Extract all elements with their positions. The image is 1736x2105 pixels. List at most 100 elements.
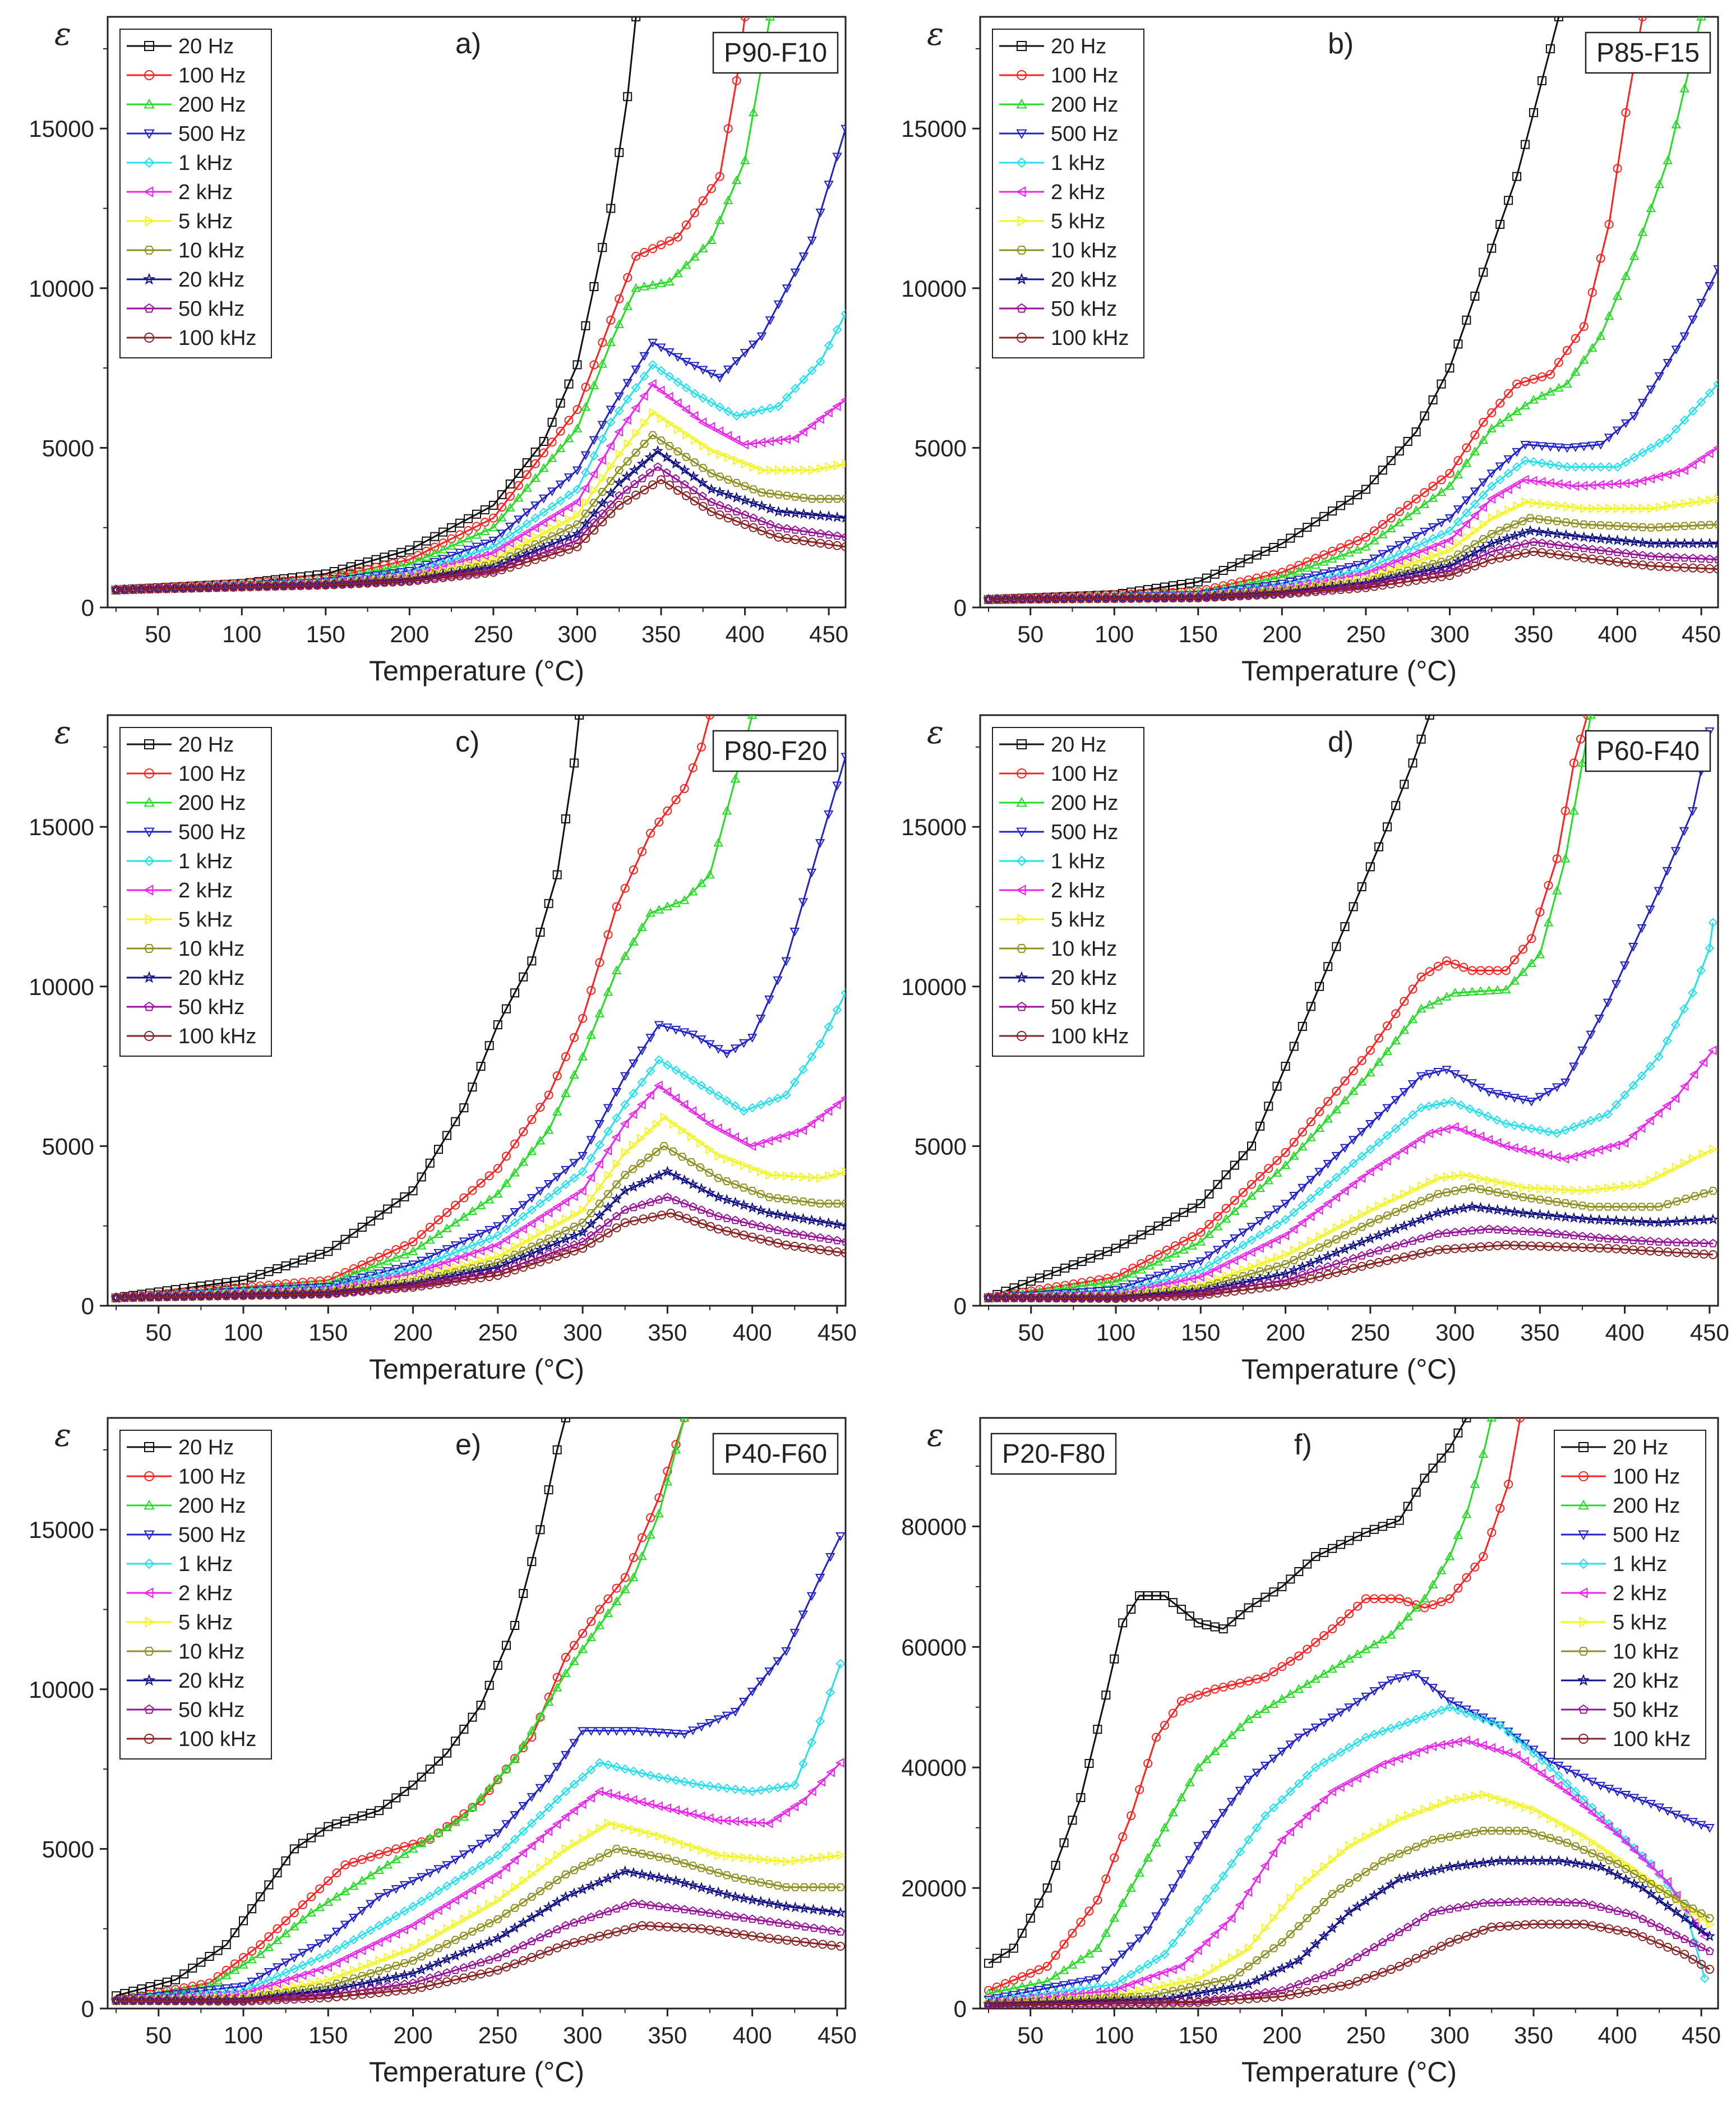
data-point bbox=[1272, 1281, 1282, 1291]
data-point bbox=[648, 338, 658, 348]
data-point bbox=[738, 1892, 750, 1904]
legend-marker bbox=[1016, 796, 1027, 807]
data-point bbox=[807, 1052, 816, 1062]
data-point bbox=[682, 430, 691, 440]
data-point bbox=[660, 1112, 670, 1122]
data-point bbox=[1552, 1083, 1562, 1093]
data-point bbox=[561, 1088, 571, 1098]
data-point bbox=[556, 426, 565, 436]
data-point bbox=[662, 1023, 673, 1033]
data-point bbox=[1671, 119, 1681, 128]
data-point bbox=[501, 1224, 511, 1234]
data-point bbox=[1628, 1236, 1638, 1244]
data-point bbox=[340, 1288, 350, 1297]
data-point bbox=[630, 480, 639, 488]
data-point bbox=[476, 1860, 486, 1871]
data-point bbox=[798, 508, 810, 519]
data-point bbox=[1690, 1192, 1700, 1200]
legend-item-20-hz: 20 Hz bbox=[999, 733, 1106, 757]
data-point bbox=[1529, 457, 1539, 467]
legend-label: 20 Hz bbox=[178, 35, 234, 58]
data-point bbox=[307, 1892, 316, 1901]
data-point bbox=[1524, 524, 1536, 536]
x-tick-label: 400 bbox=[1598, 621, 1637, 647]
data-point bbox=[664, 348, 675, 357]
data-point bbox=[730, 1196, 741, 1208]
data-point bbox=[764, 1097, 774, 1107]
data-point bbox=[1529, 108, 1538, 117]
data-point bbox=[799, 1172, 809, 1182]
legend-marker bbox=[145, 215, 155, 227]
data-point bbox=[1544, 1184, 1554, 1194]
legend-item-2-khz: 2 kHz bbox=[127, 181, 233, 204]
data-point bbox=[1289, 1273, 1299, 1282]
data-point bbox=[476, 1237, 486, 1247]
data-point bbox=[1246, 1191, 1257, 1200]
data-point bbox=[1486, 423, 1497, 432]
data-point bbox=[561, 1249, 570, 1259]
data-point bbox=[575, 715, 584, 720]
data-point bbox=[1408, 1236, 1418, 1245]
data-point bbox=[1365, 1120, 1375, 1129]
data-point bbox=[837, 1850, 846, 1860]
data-point bbox=[430, 532, 440, 541]
legend-marker bbox=[1016, 129, 1027, 140]
data-point bbox=[773, 300, 784, 310]
data-point bbox=[1288, 1264, 1300, 1275]
legend-item-100-khz: 100 kHz bbox=[999, 326, 1129, 350]
legend-marker bbox=[143, 186, 154, 197]
data-point bbox=[1409, 1185, 1418, 1195]
data-point bbox=[833, 541, 842, 550]
legend-label: 1 kHz bbox=[178, 850, 233, 873]
series-line-20-khz bbox=[116, 1171, 846, 1299]
data-point bbox=[1428, 481, 1438, 491]
data-point bbox=[615, 466, 624, 475]
data-point bbox=[383, 1799, 393, 1809]
legend-item-200-hz: 200 Hz bbox=[999, 93, 1118, 117]
data-point bbox=[807, 236, 817, 246]
data-point bbox=[1281, 1250, 1291, 1260]
data-point bbox=[1345, 584, 1354, 593]
data-point bbox=[1696, 965, 1706, 975]
data-point bbox=[1552, 517, 1562, 526]
data-point bbox=[1264, 1256, 1274, 1266]
data-point bbox=[764, 1136, 773, 1146]
data-point bbox=[781, 1781, 791, 1791]
data-point bbox=[603, 1190, 613, 1198]
data-point bbox=[1383, 1197, 1393, 1207]
series-2-khz bbox=[111, 1758, 844, 2006]
data-point bbox=[561, 1751, 571, 1760]
data-point bbox=[467, 1206, 478, 1215]
data-point bbox=[832, 1199, 842, 1208]
data-point bbox=[748, 439, 758, 449]
data-point bbox=[662, 1774, 672, 1784]
data-point bbox=[479, 550, 489, 560]
data-point bbox=[800, 465, 809, 475]
data-point bbox=[1646, 1236, 1655, 1245]
data-point bbox=[581, 534, 590, 543]
data-point bbox=[594, 1120, 605, 1129]
data-point bbox=[1637, 227, 1648, 236]
data-point bbox=[1273, 1252, 1282, 1263]
data-point bbox=[1230, 1206, 1240, 1215]
legend-item-5-khz: 5 kHz bbox=[127, 908, 233, 932]
data-point bbox=[715, 402, 725, 412]
data-point bbox=[1202, 573, 1211, 583]
data-point bbox=[611, 1727, 622, 1736]
data-point bbox=[791, 465, 801, 475]
data-point bbox=[839, 512, 846, 523]
data-point bbox=[1536, 1183, 1545, 1194]
data-point bbox=[1374, 1033, 1383, 1043]
data-point bbox=[1536, 477, 1546, 487]
data-point bbox=[746, 1201, 758, 1213]
data-point bbox=[417, 1230, 426, 1240]
data-point bbox=[731, 1912, 740, 1920]
data-point bbox=[1620, 1245, 1629, 1254]
data-point bbox=[496, 543, 506, 553]
data-point bbox=[400, 1959, 409, 1968]
data-point bbox=[833, 1169, 842, 1179]
data-point bbox=[636, 458, 648, 469]
data-point bbox=[1572, 503, 1581, 513]
data-point bbox=[1408, 1110, 1418, 1120]
x-axis-title: Temperature (°C) bbox=[1241, 655, 1457, 687]
